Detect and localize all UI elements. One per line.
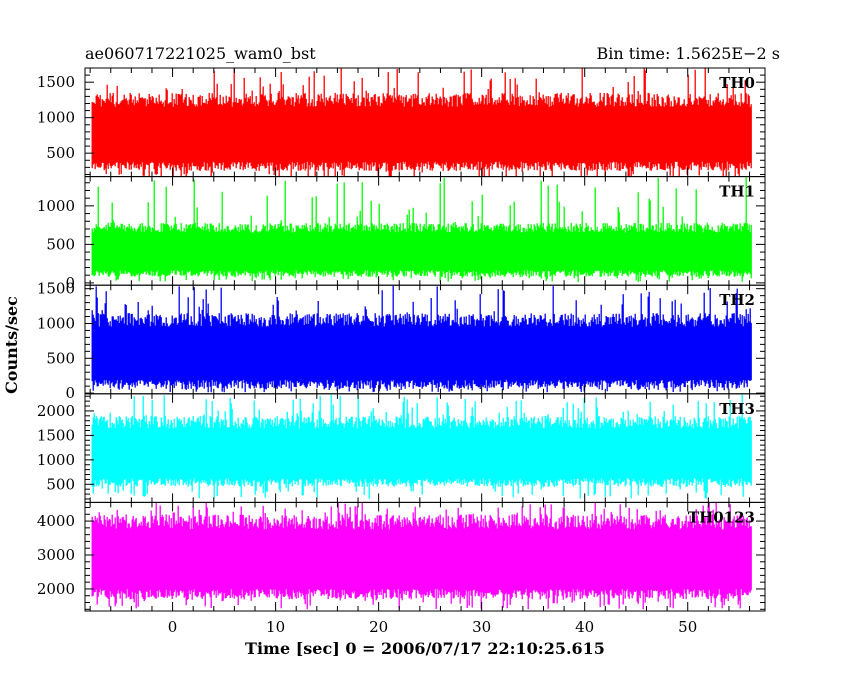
- y-tick-label: 1000: [37, 314, 75, 332]
- panel-label-th1: TH1: [719, 183, 755, 201]
- x-tick-label: 50: [678, 618, 697, 636]
- y-tick-label: 500: [46, 475, 75, 493]
- chart-subtitle: Bin time: 1.5625E−2 s: [597, 44, 780, 63]
- panel-th2: 0 500 1000 1500 TH2: [37, 280, 766, 402]
- y-tick-label: 500: [46, 235, 75, 253]
- chart-title: ae060717221025_wam0_bst: [85, 44, 316, 63]
- x-tick-label: 20: [369, 618, 388, 636]
- panel-label-th0: TH0: [719, 74, 755, 92]
- y-tick-label: 1500: [37, 426, 75, 444]
- series-th0-trace: [91, 68, 752, 177]
- panel-label-th2: TH2: [719, 291, 755, 309]
- y-tick-label: 1000: [37, 197, 75, 215]
- panel-label-th3: TH3: [719, 400, 755, 418]
- x-tick-label: 40: [575, 618, 594, 636]
- panel-th3: 500 1000 1500 2000 TH3: [37, 393, 766, 503]
- panel-th0: 500 1000 1500 TH0: [37, 67, 766, 178]
- y-tick-label: 500: [46, 349, 75, 367]
- panel-th1: 0 500 1000 TH1: [37, 176, 766, 292]
- x-tick-label: 30: [472, 618, 491, 636]
- y-tick-label: 1000: [37, 109, 75, 127]
- y-tick-label: 0: [65, 274, 75, 292]
- y-tick-label: 4000: [37, 512, 75, 530]
- y-axis-label: Counts/sec: [2, 296, 21, 394]
- y-tick-label: 2000: [37, 580, 75, 598]
- panel-frame: [84, 501, 766, 612]
- x-tick-label: 0: [168, 618, 178, 636]
- y-tick-label: 1000: [37, 451, 75, 469]
- series-th1-trace: [91, 176, 752, 282]
- series-th0123-trace: [91, 502, 752, 610]
- series-th3-trace: [91, 394, 752, 499]
- x-axis-label: Time [sec] 0 = 2006/07/17 22:10:25.615: [245, 639, 605, 658]
- y-tick-label: 2000: [37, 402, 75, 420]
- series-th2-trace: [91, 285, 752, 393]
- y-tick-label: 0: [65, 384, 75, 402]
- y-tick-label: 500: [46, 144, 75, 162]
- panel-th0123: 2000 3000 4000 TH0123: [37, 501, 766, 612]
- x-tick-label: 10: [266, 618, 285, 636]
- y-tick-label: 3000: [37, 546, 75, 564]
- panel-label-th0123: TH0123: [688, 508, 755, 526]
- y-tick-label: 1500: [37, 280, 75, 298]
- y-tick-label: 1500: [37, 73, 75, 91]
